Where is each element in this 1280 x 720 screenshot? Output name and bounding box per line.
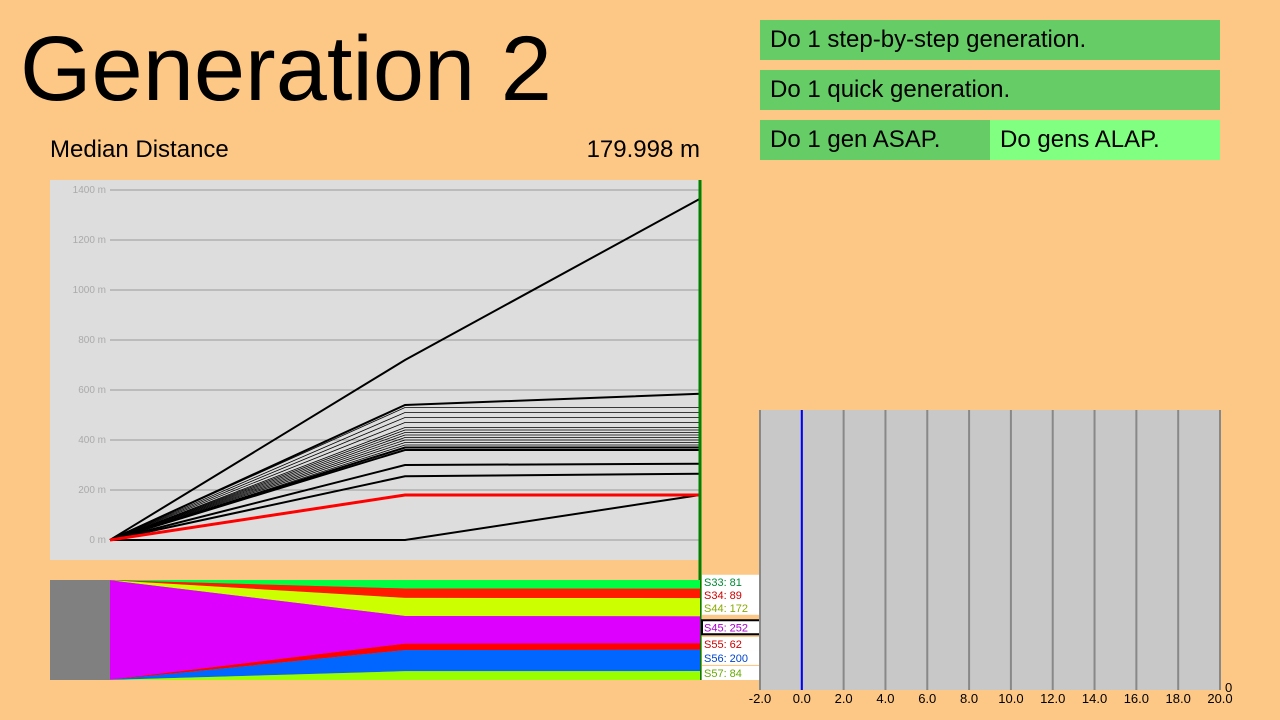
series-line [109,417,700,541]
species-band [110,649,700,680]
series-line [109,442,700,541]
series-line [109,437,700,541]
series-line [109,422,700,541]
species-label: S55: 62 [704,639,742,651]
species-label-background [702,600,760,615]
series-line [109,462,701,541]
species-chart [50,580,700,680]
histogram-chart: -2.0 0.0 2.0 4.0 6.0 8.0 10.0 12.0 14.0 16.0 18.0 2… [749,410,1233,706]
species-band [110,643,700,680]
x-tick-label: 8.0 [960,691,978,706]
gens-alap-button[interactable]: Do gens ALAP. [990,120,1220,160]
x-tick-label: 18.0 [1166,691,1191,706]
species-label-background [702,666,760,680]
step-by-step-generation-button[interactable]: Do 1 step-by-step generation. [760,20,1220,60]
species-label: S33: 81 [704,577,742,589]
x-tick-label: 10.0 [998,691,1023,706]
series-line [109,407,700,541]
quick-generation-button[interactable]: Do 1 quick generation. [760,70,1220,110]
species-label-background [702,636,760,651]
distance-chart-background [50,180,700,560]
y-tick-label: 1000 m [73,285,106,296]
series-line [109,472,701,541]
species-band [110,580,700,599]
species-band [110,580,700,589]
species-label: S56: 200 [704,653,748,665]
x-tick-label: 2.0 [835,691,853,706]
series-line [109,392,701,541]
species-label: S45: 252 [704,622,748,634]
y-tick-label: 1400 m [73,185,106,196]
species-label: S44: 172 [704,603,748,615]
species-band [110,580,700,617]
series-line [110,494,701,541]
x-tick-label: 0.0 [793,691,811,706]
median-distance-value: 179.998 m [586,136,700,163]
median-line [109,493,700,542]
series-line [109,439,700,541]
generation-title: Generation 2 [20,18,552,120]
species-band [110,580,700,680]
x-tick-label: 16.0 [1124,691,1149,706]
species-label: S34: 89 [704,590,742,602]
histogram-background [760,410,1220,690]
series-line [109,432,700,541]
species-label-background [702,587,760,602]
x-tick-label: 20.0 [1207,691,1232,706]
y-tick-label: 0 m [89,535,106,546]
y-tick-label: 600 m [78,385,106,396]
species-label-background [702,574,760,589]
x-tick-label: 4.0 [876,691,894,706]
species-label-background [702,650,760,665]
series-line [109,449,700,541]
series-line [109,197,701,541]
species-band [110,671,700,680]
y-tick-label: 1200 m [73,235,106,246]
median-distance-label: Median Distance [50,136,229,163]
y-tick-label: 400 m [78,435,106,446]
series-line [109,429,700,541]
series-line [109,427,700,541]
x-tick-label: 12.0 [1040,691,1065,706]
series-line [109,412,700,541]
gen-asap-button[interactable]: Do 1 gen ASAP. [760,120,990,160]
series-line [109,434,700,541]
species-label: S57: 84 [704,668,742,680]
x-tick-label: -2.0 [749,691,771,706]
distance-chart: 0 m 200 m 400 m 600 m 800 m 1000 m 1200 m 1400 … [50,180,702,680]
histogram-count-label: 0 [1225,680,1232,695]
x-tick-label: 14.0 [1082,691,1107,706]
y-tick-label: 200 m [78,485,106,496]
x-tick-label: 6.0 [918,691,936,706]
y-tick-label: 800 m [78,335,106,346]
